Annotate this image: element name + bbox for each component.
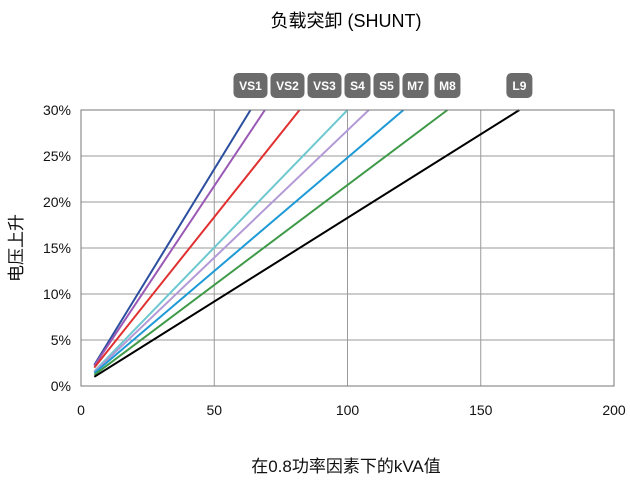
series-line-s5	[93, 109, 370, 373]
badge-label: L9	[512, 79, 526, 93]
series-line-l9	[93, 109, 520, 378]
series-line-vs1	[93, 109, 252, 366]
series-line-m7	[93, 109, 405, 374]
badge-background	[402, 73, 429, 98]
y-tick-label: 25%	[43, 148, 71, 164]
x-tick-label: 0	[77, 402, 85, 418]
gridlines	[80, 109, 615, 387]
x-axis-label: 在0.8功率因素下的kVA值	[251, 457, 441, 476]
chart-title: 负载突卸 (SHUNT)	[271, 11, 422, 31]
y-tick-label: 30%	[43, 102, 71, 118]
series-badge-m7: M7	[402, 73, 429, 98]
series-badge-vs3: VS3	[307, 73, 342, 98]
x-tick-label: 200	[602, 402, 626, 418]
badge-label: S4	[350, 79, 365, 93]
badge-background	[344, 73, 371, 98]
badge-background	[233, 73, 268, 98]
series-badge-vs2: VS2	[270, 73, 305, 98]
x-tick-labels: 0 50 100 150 200	[77, 402, 626, 418]
badge-background	[307, 73, 342, 98]
series-badge-vs1: VS1	[233, 73, 268, 98]
y-tick-label: 0%	[51, 378, 71, 394]
series-badge-l9: L9	[506, 73, 533, 98]
y-axis-label: 电压上升	[7, 214, 26, 282]
badge-label: M7	[407, 79, 424, 93]
series-line-s4	[93, 109, 349, 372]
y-tick-label: 15%	[43, 240, 71, 256]
badge-background	[373, 73, 400, 98]
series-badges: VS1 VS2 VS3 S4 S5 M7 M8 L9	[233, 73, 533, 98]
badge-background	[506, 73, 533, 98]
badge-label: S5	[379, 79, 394, 93]
y-tick-label: 10%	[43, 286, 71, 302]
badge-background	[434, 73, 461, 98]
series-badge-s4: S4	[344, 73, 371, 98]
badge-label: VS3	[313, 79, 336, 93]
series-line-vs3	[93, 109, 301, 369]
y-tick-labels: 0% 5% 10% 15% 20% 25% 30%	[43, 102, 71, 394]
x-tick-label: 100	[336, 402, 360, 418]
x-tick-label: 50	[206, 402, 222, 418]
badge-label: M8	[439, 79, 456, 93]
y-tick-label: 5%	[51, 332, 71, 348]
badge-label: VS2	[276, 79, 299, 93]
badge-background	[270, 73, 305, 98]
plot-frame	[80, 109, 615, 387]
y-tick-label: 20%	[43, 194, 71, 210]
series-badge-m8: M8	[434, 73, 461, 98]
series-badge-s5: S5	[373, 73, 400, 98]
badge-label: VS1	[239, 79, 262, 93]
series-lines	[93, 109, 520, 378]
series-line-vs2	[93, 109, 266, 367]
x-tick-label: 150	[469, 402, 493, 418]
series-line-m8	[93, 109, 449, 376]
